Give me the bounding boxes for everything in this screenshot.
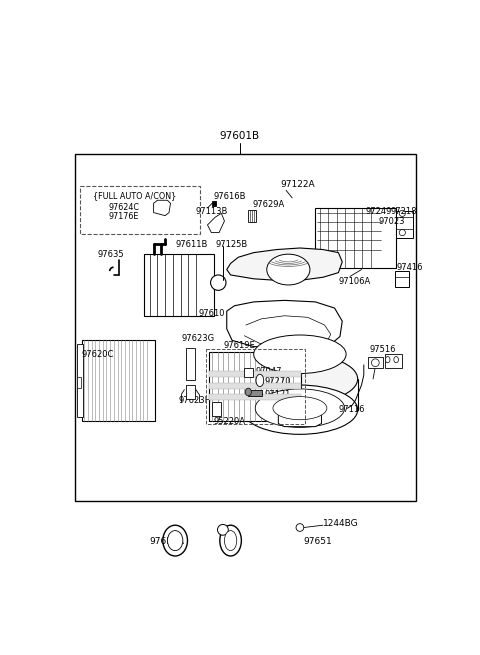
Text: 97655A: 97655A bbox=[150, 537, 185, 546]
Text: 97121: 97121 bbox=[264, 390, 291, 399]
Ellipse shape bbox=[399, 229, 406, 236]
Bar bbox=[315, 208, 396, 268]
Bar bbox=[209, 394, 301, 400]
Ellipse shape bbox=[372, 359, 379, 367]
Text: 97125B: 97125B bbox=[215, 240, 248, 249]
Ellipse shape bbox=[163, 525, 188, 556]
Ellipse shape bbox=[242, 354, 358, 403]
Text: 97106A: 97106A bbox=[338, 276, 371, 286]
Ellipse shape bbox=[225, 531, 237, 551]
Text: 97619E: 97619E bbox=[224, 341, 255, 350]
Text: 97651: 97651 bbox=[304, 537, 333, 546]
Bar bbox=[209, 352, 301, 421]
Text: 97616B: 97616B bbox=[214, 192, 246, 201]
Text: 97416: 97416 bbox=[396, 263, 423, 272]
Ellipse shape bbox=[394, 356, 398, 363]
Bar bbox=[144, 254, 214, 316]
Text: 97623H: 97623H bbox=[178, 396, 211, 405]
Ellipse shape bbox=[267, 254, 310, 285]
Text: 97601B: 97601B bbox=[220, 132, 260, 141]
Bar bbox=[248, 390, 262, 396]
Ellipse shape bbox=[296, 523, 304, 531]
Text: 97023: 97023 bbox=[378, 217, 405, 227]
Text: 97611B: 97611B bbox=[175, 240, 207, 249]
Text: 97635: 97635 bbox=[97, 250, 124, 259]
Ellipse shape bbox=[399, 210, 406, 216]
Bar bbox=[186, 385, 195, 399]
Bar bbox=[75, 154, 416, 500]
Bar bbox=[396, 211, 413, 238]
Polygon shape bbox=[278, 411, 322, 426]
Text: 97218: 97218 bbox=[391, 208, 417, 216]
Polygon shape bbox=[227, 301, 342, 348]
Text: 97122A: 97122A bbox=[281, 180, 315, 189]
Ellipse shape bbox=[385, 356, 390, 363]
Ellipse shape bbox=[217, 525, 228, 535]
Text: 97113B: 97113B bbox=[195, 208, 228, 216]
Text: 97629A: 97629A bbox=[252, 200, 285, 208]
Bar bbox=[384, 354, 402, 368]
Bar bbox=[212, 402, 221, 416]
Bar bbox=[77, 345, 83, 417]
Bar bbox=[212, 201, 216, 206]
Ellipse shape bbox=[273, 397, 327, 420]
Text: 97270: 97270 bbox=[264, 377, 291, 386]
Text: 97623G: 97623G bbox=[181, 334, 215, 343]
Text: 97516: 97516 bbox=[369, 345, 396, 354]
Bar bbox=[248, 210, 256, 222]
Bar bbox=[77, 377, 81, 388]
Ellipse shape bbox=[256, 374, 264, 386]
Bar bbox=[209, 383, 301, 389]
Ellipse shape bbox=[254, 335, 346, 373]
Text: 1244BG: 1244BG bbox=[323, 519, 359, 528]
Polygon shape bbox=[154, 200, 170, 215]
Text: 97047: 97047 bbox=[255, 367, 282, 377]
Bar bbox=[81, 187, 200, 234]
Polygon shape bbox=[207, 214, 225, 233]
Ellipse shape bbox=[211, 275, 226, 290]
Text: 97176E: 97176E bbox=[109, 212, 139, 221]
Bar bbox=[186, 348, 195, 381]
Ellipse shape bbox=[245, 388, 252, 396]
Bar bbox=[82, 341, 155, 421]
Text: 97249: 97249 bbox=[365, 208, 392, 216]
Bar bbox=[244, 368, 253, 377]
Text: 95220A: 95220A bbox=[214, 417, 246, 426]
Bar bbox=[206, 349, 304, 424]
Bar bbox=[209, 371, 301, 377]
Ellipse shape bbox=[242, 385, 358, 434]
Polygon shape bbox=[227, 248, 342, 280]
Text: 97624C: 97624C bbox=[109, 202, 140, 212]
Text: {FULL AUTO A/CON}: {FULL AUTO A/CON} bbox=[93, 191, 176, 200]
Ellipse shape bbox=[255, 389, 345, 428]
Bar bbox=[368, 358, 383, 368]
Ellipse shape bbox=[220, 525, 241, 556]
Text: 97610: 97610 bbox=[198, 309, 225, 318]
Text: 97116: 97116 bbox=[338, 405, 365, 414]
Text: 97620C: 97620C bbox=[82, 350, 114, 359]
Ellipse shape bbox=[168, 531, 183, 551]
Bar bbox=[396, 271, 409, 286]
